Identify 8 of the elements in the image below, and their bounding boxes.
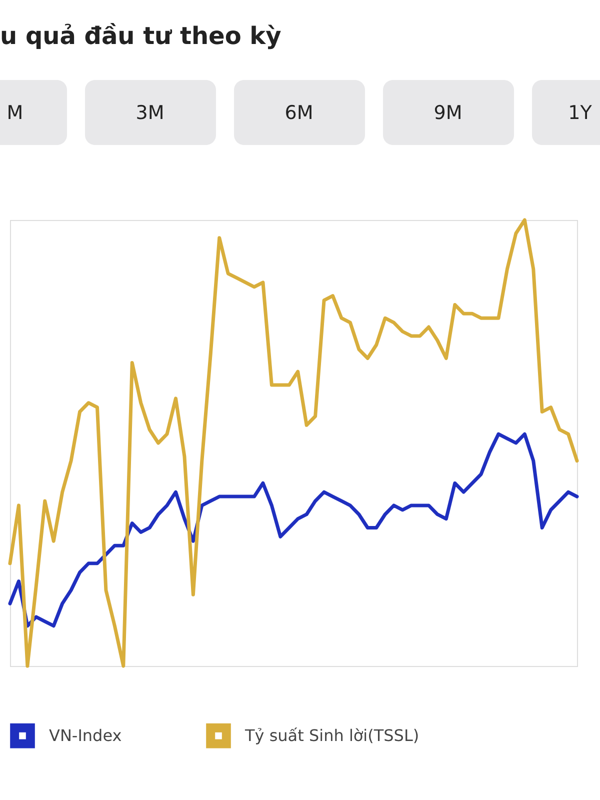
text: 3M	[136, 102, 164, 124]
text: 6M	[284, 102, 314, 124]
legend-label: Tỷ suất Sinh lời(TSSL)	[244, 726, 420, 745]
text: 9M	[434, 102, 462, 124]
text: 1Y	[568, 102, 592, 124]
legend-label: VN-Index	[49, 726, 122, 745]
chart-title: u quả đầu tư theo kỳ	[0, 22, 282, 50]
text: M	[6, 102, 24, 124]
